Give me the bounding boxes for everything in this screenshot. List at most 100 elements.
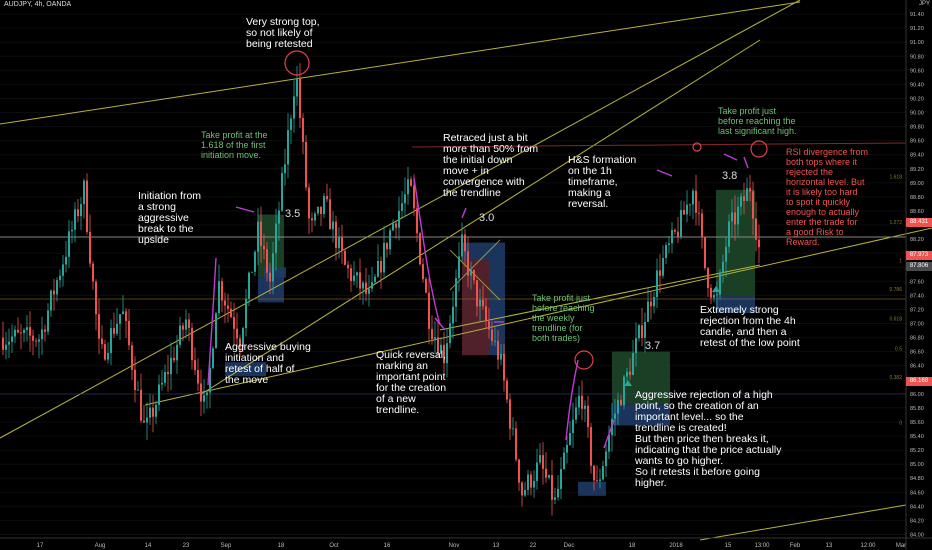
candle-body [428,292,430,329]
position-box [716,295,755,313]
y-tick-label: 90.60 [910,68,924,74]
candle-body [563,452,565,470]
x-tick-label: Oct [329,543,339,549]
trendline [449,239,501,291]
candle-body [383,242,385,273]
candle-body [548,475,550,478]
candle-body [305,142,307,188]
candle-body [680,210,682,238]
candle-body [596,480,598,482]
candle-body [326,196,328,200]
candle-body [746,188,748,201]
candle-body [215,313,217,349]
candle-body [248,272,250,299]
candle-body [170,357,172,375]
annotation-quick-reversal: Quick reversal, marking an important poi… [376,349,447,416]
candle-body [230,308,232,318]
candle-body [287,130,289,165]
y-tick-label: 89.80 [910,125,924,131]
candle-body [29,327,31,336]
candle-body [131,345,133,370]
price-tag: 86.168 [906,377,932,387]
candle-body [152,407,154,417]
candle-body [512,428,514,430]
candle-body [734,212,736,225]
candle-body [101,338,103,345]
candle-body [275,223,277,254]
candle-body [470,270,472,276]
annotation-take-profit-weekly: Take profit just before reaching the wee… [532,293,595,343]
x-tick-label: Feb [790,543,801,549]
y-tick-label: 89.20 [910,167,924,173]
candle-body [716,294,718,296]
candle-body [149,407,151,418]
candle-body [626,371,628,377]
candle-body [620,399,622,406]
candle-body [542,455,544,469]
candle-body [758,239,760,248]
x-tick-label: 22 [530,543,537,549]
trendline [144,227,932,406]
candle-body [95,281,97,315]
candle-body [260,221,262,246]
x-tick-label: 12:00 [860,543,876,549]
position-box [578,481,606,496]
candle-body [515,428,517,460]
annotation-hs-formation: H&S formation on the 1h timeframe, makin… [568,154,637,210]
arrow-marker [624,380,632,386]
candle-body [659,270,661,276]
candle-body [11,336,13,342]
candle-body [392,223,394,231]
candle-body [179,325,181,345]
candle-body [86,180,88,232]
candle-body [446,343,448,364]
candle-body [98,314,100,339]
candle-body [41,329,43,340]
candle-body [653,297,655,307]
y-tick-label: 85.60 [910,420,924,426]
candle-body [119,314,121,324]
candle-body [266,249,268,273]
candle-body [227,305,229,309]
trendline [699,504,907,541]
x-tick-label: Nov [449,543,460,549]
candle-body [533,480,535,488]
candle-body [536,462,538,481]
y-tick-label: 84.40 [910,504,924,510]
candle-body [731,212,733,222]
candle-body [449,323,451,344]
candle-body [359,272,361,289]
arrow-marker [712,286,720,292]
candle-body [722,261,724,273]
x-tick-label: Dec [564,543,575,549]
annotation-initiation: Initiation from a strong aggressive brea… [138,190,202,246]
annotation-arrow [656,169,673,177]
candle-body [206,392,208,396]
candles [2,63,760,516]
candle-body [713,295,715,298]
x-tick-label: 13:00 [754,543,770,549]
y-tick-label: 90.00 [910,111,924,117]
candle-body [350,268,352,281]
candle-body [683,210,685,215]
candle-body [14,329,16,337]
y-tick-label: 89.60 [910,139,924,145]
candle-body [194,360,196,371]
candle-body [191,327,193,361]
candle-body [452,306,454,324]
highlight-circle [692,142,702,152]
position-box [716,189,755,296]
y-tick-label: 87.20 [910,307,924,313]
candle-body [707,268,709,288]
candle-body [74,209,76,230]
x-tick-label: 17 [37,543,44,549]
candle-body [743,196,745,201]
candle-body [692,190,694,205]
candle-body [671,229,673,244]
annotation-retraced: Retraced just a bit more than 50% from t… [443,132,539,199]
candle-body [644,321,646,338]
candle-body [356,272,358,276]
candle-body [485,306,487,322]
candle-body [506,380,508,400]
